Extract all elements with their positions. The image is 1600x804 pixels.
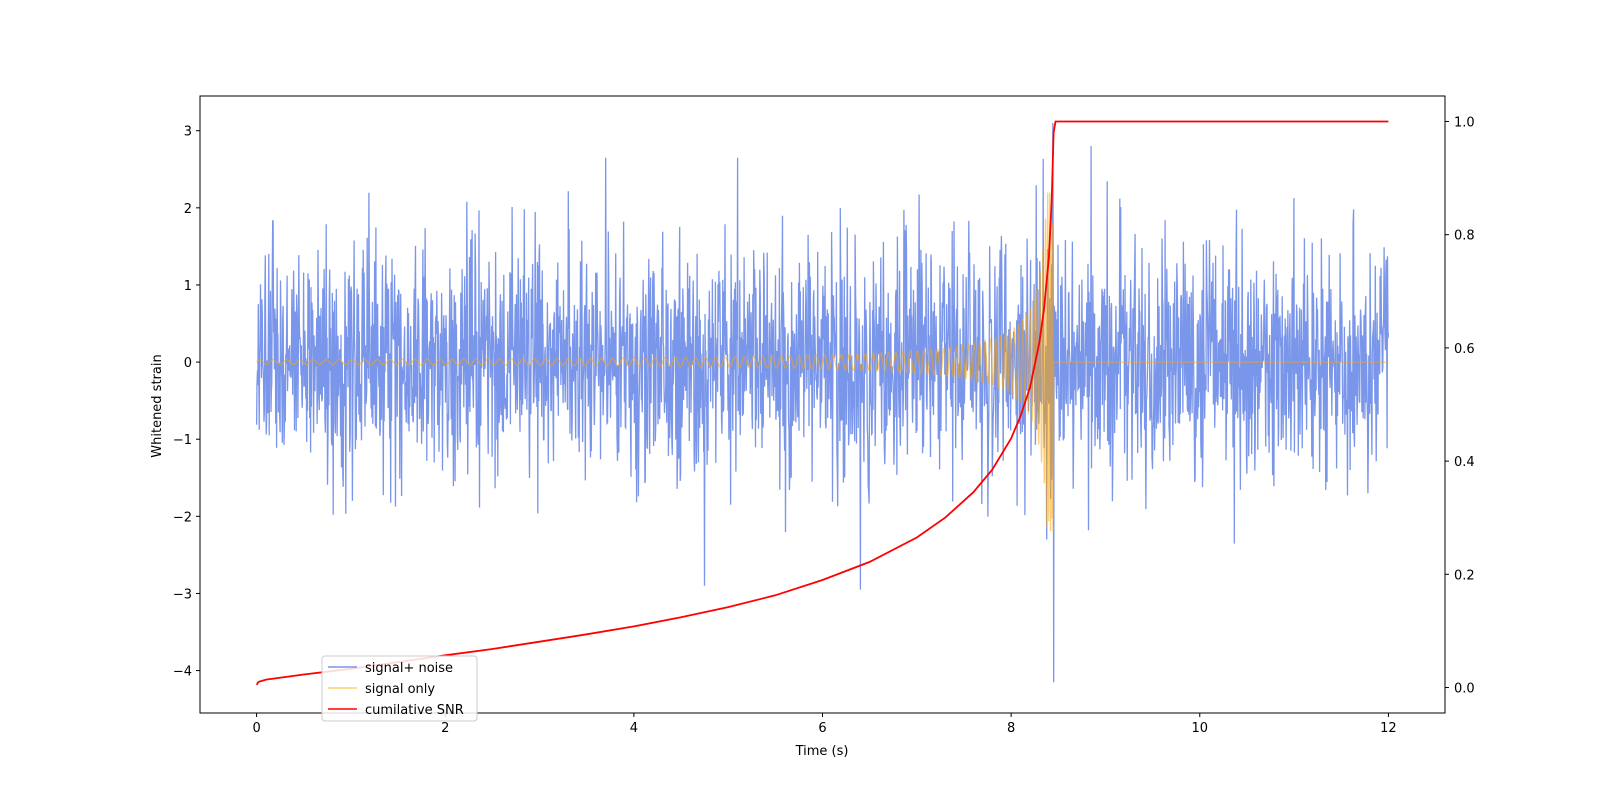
x-tick-label: 2 [441, 721, 449, 736]
legend-label-signal-noise: signal+ noise [365, 661, 453, 676]
right-y-axis: 0.0 0.2 0.4 0.6 0.8 1.0 [1445, 115, 1475, 697]
legend-label-cumulative-snr: cumilative SNR [365, 703, 464, 718]
x-tick-label: 12 [1380, 721, 1397, 736]
y-tick-label: 3 [184, 125, 192, 140]
series-signal-noise-line [255, 122, 1390, 683]
y-tick-label: −1 [173, 433, 192, 448]
x-tick-label: 8 [1007, 721, 1015, 736]
legend: signal+ noise signal only cumilative SNR [321, 655, 478, 722]
y2-tick-label: 0.2 [1454, 568, 1475, 583]
x-axis: 0 2 4 6 8 10 12 [252, 713, 1397, 736]
x-axis-label: Time (s) [795, 744, 849, 759]
series-signal-only-line [256, 192, 1389, 532]
y-tick-label: 2 [184, 202, 192, 217]
x-tick-label: 0 [252, 721, 260, 736]
y2-tick-label: 0.4 [1454, 455, 1475, 470]
y2-tick-label: 0.6 [1454, 342, 1475, 357]
y2-tick-label: 0.8 [1454, 229, 1475, 244]
y2-tick-label: 1.0 [1454, 115, 1475, 130]
legend-box [321, 655, 478, 722]
y-axis-label: Whitened strain [150, 354, 165, 457]
y-tick-label: −2 [173, 510, 192, 525]
y-tick-label: −3 [173, 587, 192, 602]
legend-label-signal-only: signal only [365, 682, 435, 697]
y2-tick-label: 0.0 [1454, 682, 1475, 697]
y-tick-label: 0 [184, 356, 192, 371]
x-tick-label: 4 [630, 721, 638, 736]
x-tick-label: 6 [818, 721, 826, 736]
x-tick-label: 10 [1191, 721, 1208, 736]
y-tick-label: −4 [173, 665, 192, 680]
y-tick-label: 1 [184, 279, 192, 294]
y-axis: −4 −3 −2 −1 0 1 2 3 [173, 125, 200, 680]
